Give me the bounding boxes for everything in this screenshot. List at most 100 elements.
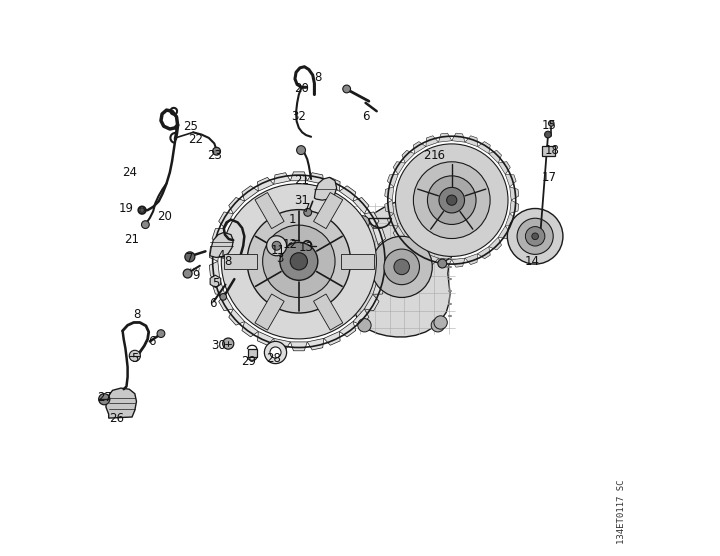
Polygon shape — [349, 200, 457, 337]
Polygon shape — [413, 142, 426, 153]
Circle shape — [544, 131, 552, 138]
Polygon shape — [223, 254, 257, 269]
Text: 25: 25 — [184, 120, 199, 133]
Circle shape — [428, 176, 476, 225]
Text: 6: 6 — [148, 335, 156, 349]
Text: 27: 27 — [96, 391, 112, 404]
Circle shape — [183, 269, 192, 278]
Text: 9: 9 — [192, 269, 199, 282]
Polygon shape — [477, 247, 490, 259]
Text: 12: 12 — [283, 238, 298, 251]
Text: 20: 20 — [157, 210, 172, 224]
Text: 21: 21 — [294, 174, 309, 187]
Text: 23: 23 — [207, 149, 222, 162]
Polygon shape — [477, 142, 490, 153]
Polygon shape — [505, 175, 516, 187]
Polygon shape — [290, 172, 307, 181]
Text: 21: 21 — [125, 232, 140, 246]
Circle shape — [304, 208, 312, 216]
Circle shape — [371, 236, 432, 297]
Circle shape — [358, 319, 371, 332]
Text: 15: 15 — [541, 118, 557, 132]
Polygon shape — [324, 331, 340, 345]
Circle shape — [446, 195, 457, 205]
Polygon shape — [339, 186, 356, 201]
Circle shape — [343, 85, 351, 93]
Polygon shape — [465, 254, 477, 265]
Polygon shape — [242, 186, 258, 201]
Circle shape — [439, 187, 464, 213]
Text: 6: 6 — [209, 296, 217, 310]
Text: 32: 32 — [292, 110, 306, 123]
Circle shape — [508, 208, 563, 264]
Circle shape — [99, 394, 110, 405]
Polygon shape — [219, 294, 233, 311]
Polygon shape — [353, 197, 369, 214]
Text: 4: 4 — [217, 249, 225, 262]
Polygon shape — [387, 175, 398, 187]
Polygon shape — [324, 177, 340, 191]
Polygon shape — [313, 192, 343, 229]
Text: 19: 19 — [119, 202, 134, 215]
Polygon shape — [242, 321, 258, 337]
Polygon shape — [219, 212, 233, 229]
Polygon shape — [393, 162, 405, 175]
Polygon shape — [212, 278, 225, 294]
Circle shape — [549, 121, 554, 126]
Polygon shape — [373, 229, 386, 245]
Polygon shape — [339, 321, 356, 337]
Circle shape — [280, 242, 318, 280]
Circle shape — [382, 130, 522, 271]
Polygon shape — [258, 177, 274, 191]
Circle shape — [532, 233, 539, 240]
Polygon shape — [426, 136, 438, 147]
Polygon shape — [307, 173, 324, 184]
Polygon shape — [255, 294, 284, 330]
Polygon shape — [465, 136, 477, 147]
Polygon shape — [229, 197, 245, 214]
Polygon shape — [510, 187, 518, 200]
Text: 1: 1 — [289, 213, 296, 226]
Circle shape — [222, 338, 234, 349]
Circle shape — [220, 294, 227, 300]
Polygon shape — [255, 192, 284, 229]
Polygon shape — [274, 173, 290, 184]
Circle shape — [290, 252, 307, 270]
Circle shape — [264, 341, 287, 364]
Circle shape — [221, 183, 377, 339]
Circle shape — [356, 216, 369, 229]
Polygon shape — [274, 339, 290, 350]
Polygon shape — [505, 214, 516, 226]
Polygon shape — [229, 309, 245, 325]
Polygon shape — [387, 214, 398, 226]
Circle shape — [204, 167, 394, 356]
Polygon shape — [313, 294, 343, 330]
Text: 29: 29 — [241, 355, 256, 368]
Text: 22: 22 — [189, 132, 204, 146]
Polygon shape — [258, 331, 274, 345]
Polygon shape — [393, 226, 405, 239]
Circle shape — [142, 221, 149, 229]
Circle shape — [517, 219, 553, 255]
Text: 134ET0117 SC: 134ET0117 SC — [617, 479, 626, 544]
Text: 6: 6 — [362, 110, 369, 123]
Text: 7: 7 — [303, 202, 311, 215]
Polygon shape — [290, 342, 307, 351]
Circle shape — [526, 227, 545, 246]
Polygon shape — [106, 388, 137, 418]
Polygon shape — [489, 150, 502, 163]
Polygon shape — [210, 261, 220, 278]
Polygon shape — [353, 309, 369, 325]
Text: 30: 30 — [211, 339, 225, 353]
Polygon shape — [210, 232, 233, 257]
Circle shape — [212, 147, 220, 155]
Polygon shape — [438, 133, 451, 142]
Polygon shape — [426, 254, 438, 265]
Text: 24: 24 — [122, 166, 137, 179]
Polygon shape — [210, 275, 221, 287]
Polygon shape — [451, 258, 465, 267]
Polygon shape — [364, 294, 379, 311]
Polygon shape — [402, 237, 415, 250]
Polygon shape — [373, 278, 386, 294]
Polygon shape — [378, 245, 388, 261]
